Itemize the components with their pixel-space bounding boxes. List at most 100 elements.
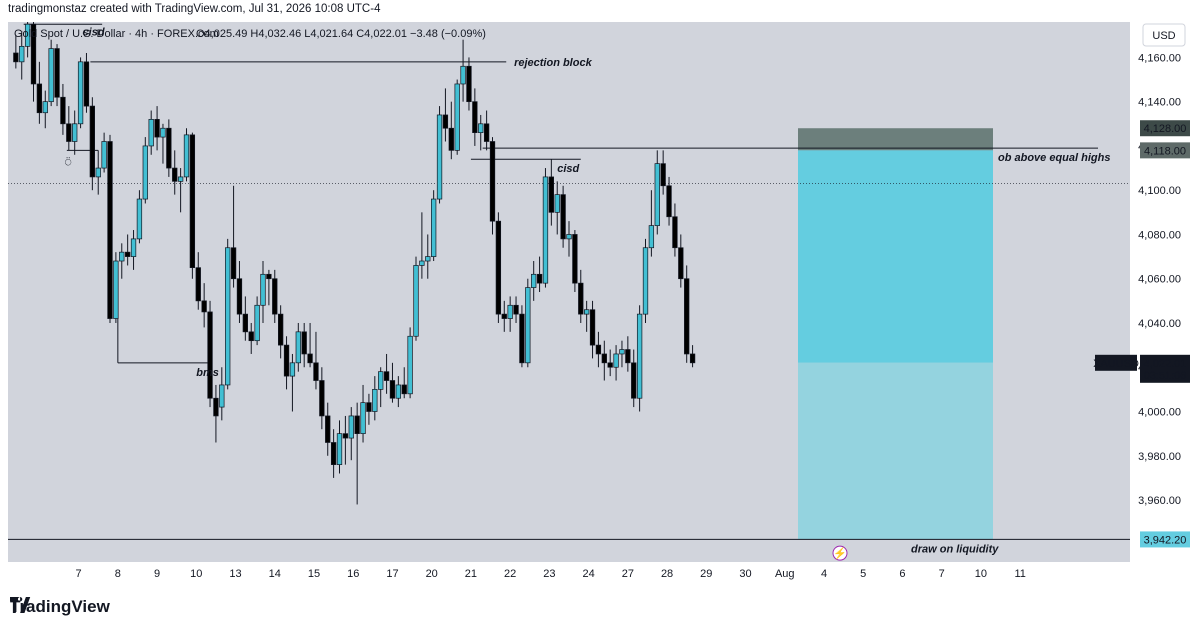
x-tick-label: 27 <box>622 568 634 580</box>
candle-bear <box>578 282 584 315</box>
candle-bear <box>54 48 60 98</box>
candle-bull <box>95 167 101 178</box>
candle-bear <box>107 141 113 319</box>
candle-bear <box>366 402 372 412</box>
candle-bear <box>83 61 90 107</box>
candle-bull <box>636 313 643 399</box>
candle-bull <box>260 273 266 306</box>
annotation-draw-on-liquidity: draw on liquidity <box>911 543 999 555</box>
candle-bull <box>24 23 31 47</box>
legend-symbol: Gold Spot / U.S. Dollar · 4h · FOREX.com <box>14 28 219 40</box>
y-tick-label: 4,140.00 <box>1138 97 1181 109</box>
annotation-bms: bms <box>196 367 219 379</box>
x-tick-label: 11 <box>1014 568 1025 580</box>
candle-bear <box>595 344 602 355</box>
candle-bull <box>130 238 137 257</box>
candle-bull <box>183 134 190 178</box>
chart-attribution: tradingmonstaz created with TradingView.… <box>8 3 381 15</box>
candle-bull <box>431 198 437 257</box>
candle-bull <box>554 194 560 213</box>
candle-bear <box>495 220 502 315</box>
x-tick-label: 9 <box>154 568 160 580</box>
y-tick-label: 3,980.00 <box>1138 451 1181 463</box>
candle-bear <box>166 127 172 169</box>
candle-bear <box>513 304 519 315</box>
chart-background <box>8 22 1192 584</box>
candle-bull <box>407 335 413 395</box>
candle-bull <box>101 141 107 169</box>
candle-bear <box>36 83 43 114</box>
lightning-glyph: ⚡ <box>833 547 847 560</box>
candle-bear <box>319 380 325 417</box>
price-tag-stop-label: 4,128.00 <box>1144 123 1187 135</box>
candle-bull <box>619 349 625 355</box>
price-tag-entry <box>1140 142 1190 159</box>
candle-bull <box>425 256 431 262</box>
candle-bull <box>160 127 166 138</box>
candle-bear <box>236 278 243 315</box>
candle-bull <box>295 331 301 364</box>
candle-bear <box>266 273 272 280</box>
candle-bull <box>19 45 25 63</box>
currency-button[interactable] <box>1142 23 1186 47</box>
candle-bear <box>307 353 313 364</box>
y-tick-label: 4,100.00 <box>1138 185 1181 197</box>
candle-bull <box>642 247 649 315</box>
x-tick-label: 7 <box>939 568 945 580</box>
fractal-marker-icon: ⍥ <box>65 157 72 169</box>
y-tick-label: 4,080.00 <box>1138 229 1181 241</box>
candle-bear <box>678 247 684 280</box>
candle-bull <box>613 353 619 368</box>
time-axis-panel[interactable] <box>8 562 1130 584</box>
candle-bear <box>589 309 596 346</box>
candle-bull <box>413 265 419 337</box>
last-price-tag <box>1140 354 1190 383</box>
candle-bull <box>254 304 260 342</box>
candle-bear <box>301 331 307 355</box>
x-tick-label: 28 <box>661 568 673 580</box>
annotation-cisd-top: cisd <box>83 26 105 38</box>
candle-bull <box>360 402 366 434</box>
candle-bull <box>148 119 154 147</box>
lightning-icon[interactable] <box>832 545 848 561</box>
chart-frame[interactable]: ⍥ ⚡ cisd rejection block cisd bms ob above equ… <box>8 22 1192 584</box>
x-tick-label: 16 <box>347 568 359 580</box>
candle-bear <box>483 123 490 142</box>
price-axis-panel[interactable] <box>1130 22 1192 584</box>
candle-bull <box>177 176 184 182</box>
candle-bear <box>631 362 637 399</box>
candle-bear <box>195 267 201 302</box>
candle-bear <box>248 331 254 342</box>
annotation-cisd-mid: cisd <box>557 163 579 175</box>
candle-bull <box>460 65 466 85</box>
candle-bull <box>42 101 48 114</box>
x-tick-label: 8 <box>115 568 121 580</box>
candle-bear <box>607 362 613 368</box>
tradingview-logo-icon <box>10 597 31 613</box>
candle-bear <box>401 384 407 395</box>
candle-bear <box>625 349 631 364</box>
candle-bull <box>113 260 119 319</box>
x-tick-label: 14 <box>269 568 281 580</box>
price-tag-stop <box>1140 120 1190 137</box>
candle-bear <box>672 216 678 249</box>
x-tick-label: 30 <box>739 568 751 580</box>
legend-ohlc: O4,025.49 H4,032.46 L4,021.64 C4,022.01 … <box>196 28 486 40</box>
candle-bull <box>531 273 537 288</box>
candle-bear <box>325 415 331 443</box>
tradingview-wordmark: TradingView <box>10 597 110 616</box>
target-zone <box>798 150 993 363</box>
candle-bull <box>507 304 513 319</box>
candle-bear <box>154 119 160 138</box>
candle-bull <box>372 389 378 412</box>
candle-bear <box>283 344 290 377</box>
candle-bear <box>278 313 284 346</box>
annotation-rejection-block: rejection block <box>514 57 593 69</box>
candle-bull <box>395 384 401 399</box>
lower-target-zone <box>798 362 993 540</box>
candle-bear <box>207 311 213 399</box>
candle-bull <box>478 123 484 134</box>
x-tick-label: 21 <box>465 568 477 580</box>
price-chart[interactable]: ⍥ ⚡ cisd rejection block cisd bms ob above equ… <box>8 22 1192 584</box>
candle-bear <box>660 163 666 187</box>
